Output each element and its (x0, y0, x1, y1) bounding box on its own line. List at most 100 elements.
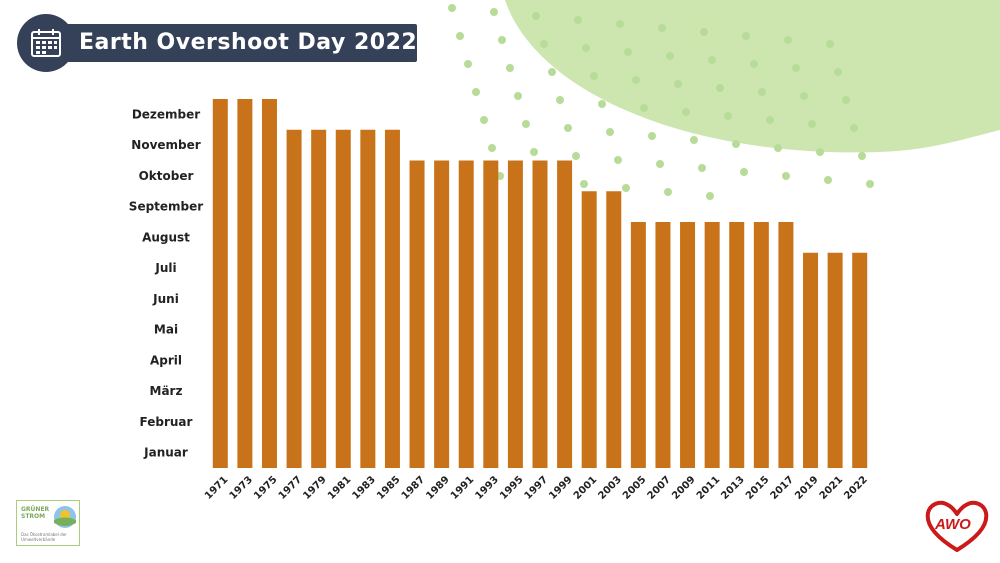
decor-dot (590, 72, 598, 80)
bar-2021 (827, 252, 843, 468)
decor-dot (622, 184, 630, 192)
bar-2011 (704, 222, 720, 468)
x-tick-label: 2019 (793, 474, 820, 501)
decor-dot (716, 84, 724, 92)
decor-dot (640, 104, 648, 112)
decor-dot (514, 92, 522, 100)
calendar-icon (31, 29, 61, 57)
decor-dot (816, 148, 824, 156)
x-tick-label: 2013 (719, 474, 746, 501)
decor-dot (708, 56, 716, 64)
x-tick-label: 1973 (228, 474, 255, 501)
decor-dot (580, 180, 588, 188)
decor-dot (556, 96, 564, 104)
y-tick-label: Februar (140, 415, 193, 429)
decor-dot (782, 172, 790, 180)
decor-dot (698, 164, 706, 172)
y-tick-label: September (129, 200, 203, 214)
decor-dot (800, 92, 808, 100)
decor-dot (574, 16, 582, 24)
decor-dot (664, 188, 672, 196)
x-tick-label: 1979 (301, 474, 328, 501)
decor-dot (582, 44, 590, 52)
bar-2005 (630, 222, 646, 468)
bar-1997 (532, 160, 548, 468)
decor-dot (532, 12, 540, 20)
decor-dot (606, 128, 614, 136)
decor-dot (448, 4, 456, 12)
bar-2003 (606, 191, 622, 468)
bar-1989 (434, 160, 450, 468)
x-tick-label: 1983 (351, 474, 378, 501)
green-blob (505, 0, 1000, 153)
sun-landscape-icon (54, 506, 76, 528)
decor-dot (488, 144, 496, 152)
decor-dot (842, 96, 850, 104)
decor-dot (598, 100, 606, 108)
x-tick-label: 1999 (547, 474, 574, 501)
decor-dot (682, 108, 690, 116)
decor-dot (530, 148, 538, 156)
decor-dot (616, 20, 624, 28)
y-tick-label: November (131, 138, 200, 152)
x-tick-label: 2003 (596, 474, 623, 501)
bar-1971 (212, 99, 228, 468)
x-tick-label: 2015 (744, 474, 771, 501)
decor-dot (732, 140, 740, 148)
bar-1973 (237, 99, 253, 468)
decor-dot (632, 76, 640, 84)
decor-dot (706, 192, 714, 200)
decor-dot (456, 32, 464, 40)
decor-dot (564, 124, 572, 132)
bar-2001 (581, 191, 597, 468)
y-tick-label: Dezember (132, 107, 200, 121)
y-tick-label: August (142, 230, 190, 244)
x-tick-label: 1977 (277, 474, 304, 501)
bar-2015 (753, 222, 769, 468)
x-tick-label: 2009 (670, 474, 697, 501)
x-tick-label: 1985 (375, 474, 402, 501)
decor-dot (540, 40, 548, 48)
decor-dot (624, 48, 632, 56)
y-tick-label: März (150, 384, 183, 398)
x-tick-label: 2021 (818, 474, 845, 501)
decor-dot (766, 116, 774, 124)
bar-1985 (384, 129, 400, 468)
decor-dot (792, 64, 800, 72)
x-tick-label: 1995 (498, 474, 525, 501)
decor-dot (490, 8, 498, 16)
decor-dot (774, 144, 782, 152)
heart-icon (925, 500, 989, 552)
x-tick-label: 2007 (646, 474, 673, 501)
decor-dot (658, 24, 666, 32)
bar-1981 (335, 129, 351, 468)
logo-left-line1: GRÜNER (21, 506, 50, 513)
x-tick-label: 1991 (449, 474, 476, 501)
bar-1991 (458, 160, 474, 468)
decor-dot (742, 32, 750, 40)
decor-dot (690, 136, 698, 144)
bar-1983 (360, 129, 376, 468)
bar-2013 (729, 222, 745, 468)
x-tick-label: 2022 (842, 474, 869, 501)
bar-1975 (261, 99, 277, 468)
y-tick-label: April (150, 353, 182, 367)
bar-1977 (286, 129, 302, 468)
title-bar (55, 24, 417, 62)
y-tick-label: Januar (143, 446, 188, 460)
title-badge: Earth Overshoot Day 2022 (17, 14, 417, 72)
decor-dot (808, 120, 816, 128)
decor-dot (656, 160, 664, 168)
decor-dot (674, 80, 682, 88)
decor-dot (506, 64, 514, 72)
bar-2019 (803, 252, 819, 468)
decor-dot (750, 60, 758, 68)
decor-dot (700, 28, 708, 36)
awo-logo: AWO (922, 498, 992, 554)
x-tick-label: 1981 (326, 474, 353, 501)
decor-dot (464, 60, 472, 68)
bar-1999 (557, 160, 573, 468)
decor-dot (572, 152, 580, 160)
decor-dot (758, 88, 766, 96)
decor-dot (498, 36, 506, 44)
